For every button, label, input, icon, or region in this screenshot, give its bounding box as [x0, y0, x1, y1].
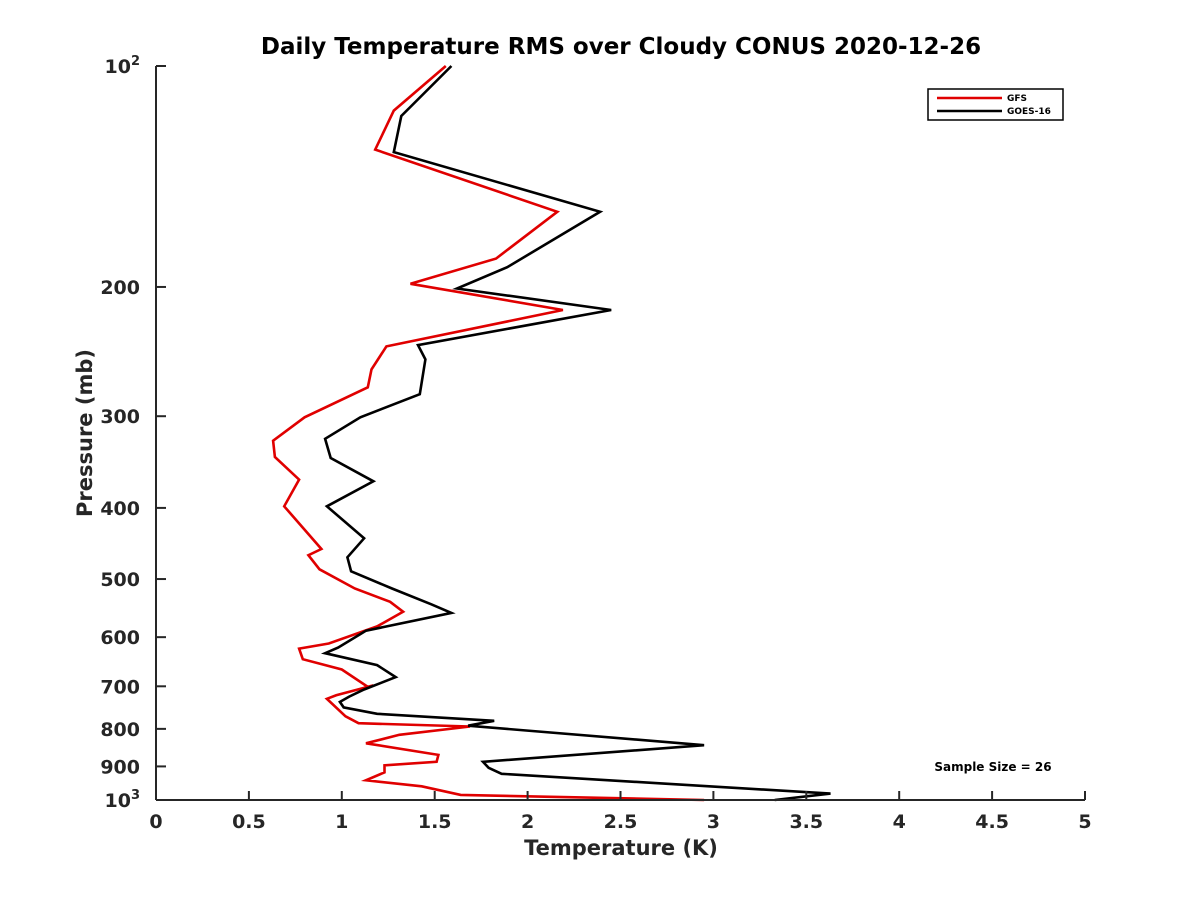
y-tick-label: 103: [105, 788, 141, 812]
x-tick-label: 4.5: [975, 811, 1009, 833]
y-tick-label: 200: [100, 277, 140, 299]
x-tick-label: 1.5: [418, 811, 452, 833]
x-tick-label: 0.5: [232, 811, 266, 833]
x-tick-label: 1: [335, 811, 348, 833]
y-tick-label: 600: [100, 627, 140, 649]
y-tick-label: 500: [100, 569, 140, 591]
y-tick-label: 800: [100, 719, 140, 741]
legend-label-gfs: GFS: [1007, 94, 1027, 104]
y-tick-label: 102: [105, 54, 141, 78]
y-axis-label: Pressure (mb): [73, 349, 97, 517]
legend-box: [927, 88, 1064, 121]
x-tick-label: 2.5: [604, 811, 638, 833]
chart-title: Daily Temperature RMS over Cloudy CONUS …: [261, 34, 981, 60]
x-axis: 0 0.5 1 1.5 2 2.5 3 3.5 4 4.5 5: [149, 791, 1092, 833]
y-tick-label: 900: [100, 756, 140, 778]
sample-size-annotation: Sample Size = 26: [934, 760, 1051, 774]
y-axis: 102 200 300 400 500 600 700 800 900 103: [100, 54, 166, 812]
plot-area: [271, 65, 831, 802]
legend-label-goes-16: GOES-16: [1007, 107, 1051, 117]
y-tick-label: 300: [100, 406, 140, 428]
x-axis-label: Temperature (K): [524, 836, 718, 860]
y-tick-label: 400: [100, 498, 140, 520]
x-tick-label: 0: [149, 811, 162, 833]
y-tick-label: 700: [100, 676, 140, 698]
x-tick-label: 3: [707, 811, 720, 833]
series-line-gfs: [271, 65, 705, 802]
x-tick-label: 2: [521, 811, 534, 833]
x-tick-label: 4: [893, 811, 906, 833]
x-tick-label: 5: [1078, 811, 1091, 833]
legend: GFS GOES-16: [927, 88, 1064, 121]
x-tick-label: 3.5: [789, 811, 823, 833]
series-line-goes-16: [320, 65, 831, 802]
